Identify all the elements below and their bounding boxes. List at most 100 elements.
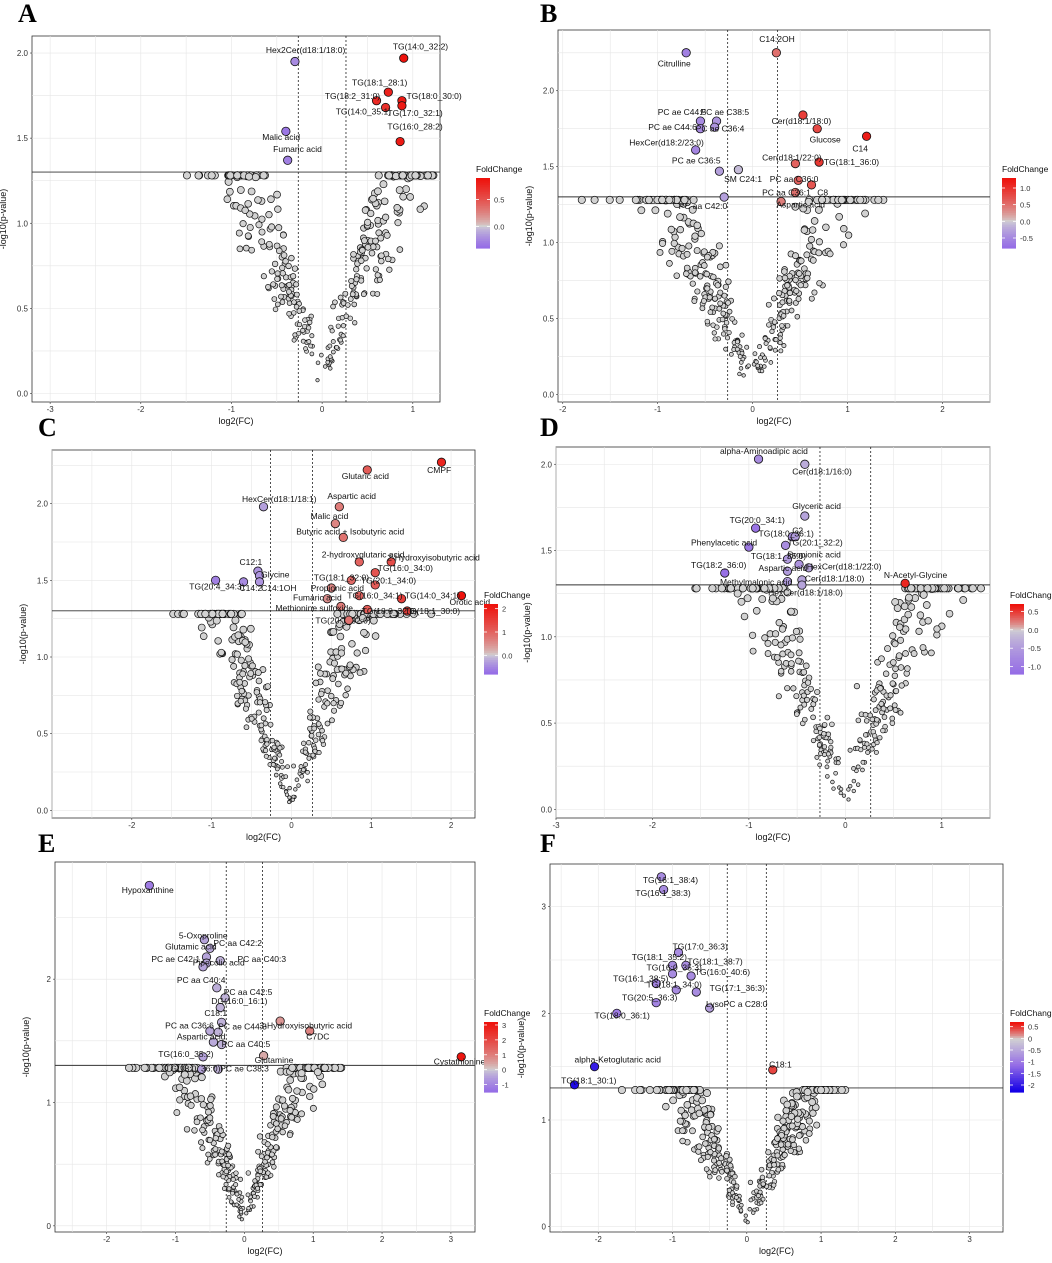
- nonsignificant-point: [789, 1136, 796, 1143]
- nonsignificant-point: [692, 584, 701, 593]
- foldchange-legend: FoldChange 0.5 0.0 -0.5 -1.0: [1010, 590, 1052, 675]
- nonsignificant-point: [234, 692, 241, 700]
- point-label: C12:1: [240, 557, 263, 567]
- significant-point: Aspartic acid: [782, 566, 793, 576]
- panel-d: D -3 -2 -1 0 1 0.0 0.5 1.0 1.5 2.0 log2(FC) -log10(p…: [522, 413, 1052, 842]
- background-points: [577, 195, 888, 378]
- nonsignificant-point: [290, 273, 297, 280]
- y-axis-title: -log10(p-value): [21, 1017, 31, 1078]
- point-label: 5-Oxoproline: [179, 930, 228, 940]
- significant-point: alpha-Aminoadipic acid: [753, 454, 764, 464]
- nonsignificant-point: [271, 744, 277, 750]
- nonsignificant-point: [255, 221, 263, 229]
- legend-gradient-slice: [1010, 611, 1024, 614]
- legend-gradient-slice: [484, 1057, 498, 1060]
- nonsignificant-point: [313, 737, 319, 743]
- point-label: TG(18:1_35:2): [632, 952, 687, 962]
- nonsignificant-point: [719, 316, 726, 323]
- legend-gradient-slice: [484, 1086, 498, 1090]
- nonsignificant-point: [237, 1176, 244, 1182]
- nonsignificant-point: [779, 323, 785, 329]
- legend-title: FoldChange: [1002, 164, 1049, 174]
- nonsignificant-point: [227, 609, 236, 618]
- nonsignificant-point: [265, 1170, 271, 1176]
- nonsignificant-point: [847, 747, 853, 753]
- nonsignificant-point: [809, 256, 817, 264]
- nonsignificant-point: [826, 250, 834, 258]
- point-label: HexCer(d18:1/18:1): [242, 494, 317, 504]
- legend-gradient-slice: [484, 1088, 498, 1091]
- nonsignificant-point: [233, 1170, 239, 1176]
- nonsignificant-point: [825, 751, 831, 757]
- point-label: Hypoxanthine: [122, 885, 174, 895]
- nonsignificant-point: [959, 596, 968, 604]
- point-label: Methylmalonic acid: [720, 577, 793, 587]
- nonsignificant-point: [198, 1139, 205, 1146]
- nonsignificant-point: [305, 778, 310, 784]
- legend-gradient-slice: [1002, 192, 1016, 195]
- nonsignificant-point: [665, 1086, 674, 1095]
- nonsignificant-point: [361, 237, 368, 244]
- nonsignificant-point: [280, 784, 286, 790]
- significant-point: CMPF: [436, 457, 447, 467]
- nonsignificant-point: [337, 649, 346, 657]
- legend-gradient-slice: [1010, 635, 1024, 638]
- nonsignificant-point: [125, 1063, 134, 1072]
- nonsignificant-point: [353, 266, 360, 273]
- significant-point: PC aa C42:5: [220, 993, 230, 1003]
- significant-point: 2-Hydroxyisobutyric acid: [386, 557, 396, 567]
- point-label: Glutamic acid: [165, 942, 217, 952]
- nonsignificant-point: [253, 689, 260, 696]
- significant-point: Methylmalonic acid: [782, 576, 793, 587]
- significant-point: HexCer(d18:1/18:0): [797, 580, 807, 590]
- nonsignificant-point: [700, 298, 707, 304]
- legend-gradient-slice: [1010, 1055, 1024, 1058]
- nonsignificant-point: [327, 354, 333, 359]
- legend-gradient-slice: [1010, 1062, 1024, 1065]
- x-tick-label: 0: [843, 821, 848, 830]
- nonsignificant-point: [806, 242, 814, 250]
- nonsignificant-point: [267, 195, 275, 203]
- nonsignificant-point: [359, 247, 366, 254]
- nonsignificant-point: [808, 295, 815, 302]
- point-label: TG(18:1_32:0): [314, 572, 369, 582]
- nonsignificant-point: [837, 195, 846, 204]
- nonsignificant-point: [279, 264, 286, 272]
- nonsignificant-point: [286, 311, 292, 317]
- nonsignificant-point: [235, 229, 243, 237]
- nonsignificant-point: [286, 281, 293, 288]
- legend-gradient-slice: [484, 654, 498, 658]
- nonsignificant-point: [711, 1135, 718, 1143]
- nonsignificant-point: [225, 1142, 232, 1149]
- nonsignificant-point: [218, 609, 227, 618]
- nonsignificant-point: [805, 1130, 813, 1137]
- nonsignificant-point: [288, 1113, 295, 1121]
- legend-gradient-slice: [1010, 663, 1024, 666]
- nonsignificant-point: [314, 663, 322, 671]
- point-label: DG(16:0_16:1): [211, 996, 267, 1006]
- nonsignificant-point: [746, 363, 751, 368]
- nonsignificant-point: [689, 1127, 696, 1135]
- nonsignificant-point: [285, 764, 290, 770]
- y-tick-label: 1.5: [541, 547, 553, 556]
- nonsignificant-point: [758, 355, 763, 360]
- nonsignificant-point: [887, 705, 894, 712]
- y-tick-label: 0.0: [543, 390, 555, 399]
- nonsignificant-point: [822, 744, 828, 750]
- nonsignificant-point: [712, 1167, 718, 1173]
- legend-gradient-slice: [476, 207, 490, 211]
- significant-point: 2-hydroxyglutaric acid: [354, 557, 364, 567]
- significant-point: TG(17:1_36:3): [691, 987, 701, 997]
- y-tick-label: 0.5: [543, 314, 555, 323]
- nonsignificant-point: [275, 301, 281, 308]
- significant-point: Cer(d18:1/16:0): [800, 459, 810, 469]
- nonsignificant-point: [645, 1086, 654, 1095]
- nonsignificant-point: [206, 1102, 214, 1110]
- legend-gradient-slice: [1010, 656, 1024, 659]
- nonsignificant-point: [208, 609, 217, 618]
- nonsignificant-point: [223, 195, 232, 203]
- nonsignificant-point: [244, 200, 252, 208]
- significant-point: TG(14:0_35:1): [380, 102, 391, 113]
- legend-gradient-slice: [1010, 616, 1024, 619]
